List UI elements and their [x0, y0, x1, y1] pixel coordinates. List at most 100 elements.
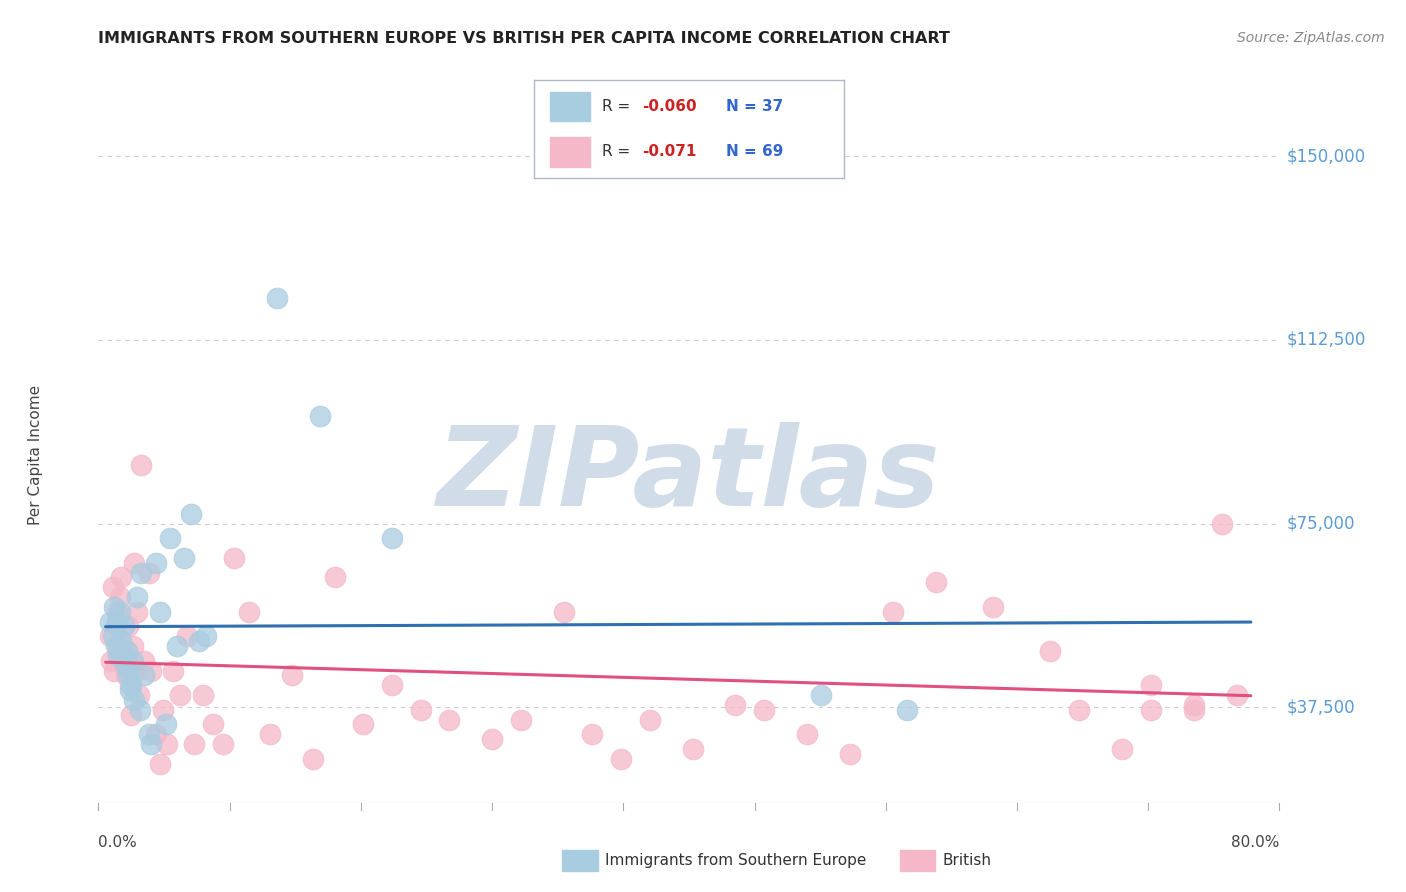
Point: [117, 619, 139, 633]
Point: [381, 531, 404, 545]
Point: [810, 688, 832, 702]
Point: [138, 727, 160, 741]
Point: [882, 605, 904, 619]
Text: 0.0%: 0.0%: [98, 836, 138, 850]
Point: [509, 713, 531, 727]
Point: [155, 717, 177, 731]
Text: $75,000: $75,000: [1286, 515, 1355, 533]
Point: [129, 703, 152, 717]
Point: [638, 713, 661, 727]
Point: [159, 531, 181, 545]
Point: [125, 605, 148, 619]
Point: [183, 737, 205, 751]
Point: [103, 599, 125, 614]
Point: [302, 752, 325, 766]
Point: [176, 629, 198, 643]
Point: [112, 619, 135, 633]
Point: [166, 639, 188, 653]
Point: [110, 570, 132, 584]
Point: [120, 678, 142, 692]
Text: Immigrants from Southern Europe: Immigrants from Southern Europe: [605, 854, 866, 868]
Point: [323, 570, 346, 584]
Point: [108, 590, 131, 604]
Text: R =: R =: [602, 99, 636, 114]
Point: [107, 648, 129, 663]
Point: [169, 688, 191, 702]
Text: $112,500: $112,500: [1286, 331, 1365, 349]
Point: [581, 727, 603, 741]
Point: [138, 566, 160, 580]
Point: [104, 639, 127, 653]
Point: [131, 458, 153, 472]
Point: [437, 713, 460, 727]
Point: [839, 747, 862, 761]
Point: [105, 615, 128, 629]
Point: [120, 707, 142, 722]
FancyBboxPatch shape: [550, 137, 591, 167]
Point: [98, 615, 121, 629]
Point: [796, 727, 818, 741]
Point: [280, 668, 302, 682]
Point: [124, 664, 146, 678]
Point: [224, 550, 246, 565]
Point: [1067, 703, 1090, 717]
Point: [194, 629, 217, 643]
Point: [111, 648, 134, 663]
Point: [115, 644, 138, 658]
Point: [682, 742, 704, 756]
Point: [259, 727, 281, 741]
Point: [117, 668, 139, 682]
Point: [145, 556, 167, 570]
Point: [1211, 516, 1233, 531]
Point: [201, 717, 224, 731]
Point: [121, 654, 143, 668]
Point: [1111, 742, 1133, 756]
Point: [121, 639, 143, 653]
Point: [481, 732, 503, 747]
Point: [118, 678, 141, 692]
Point: [1139, 678, 1161, 692]
Text: N = 37: N = 37: [725, 99, 783, 114]
Point: [156, 737, 179, 751]
Point: [114, 658, 136, 673]
Point: [1139, 703, 1161, 717]
Point: [162, 664, 184, 678]
Point: [187, 634, 209, 648]
Point: [191, 688, 214, 702]
Point: [110, 634, 132, 648]
Text: IMMIGRANTS FROM SOUTHERN EUROPE VS BRITISH PER CAPITA INCOME CORRELATION CHART: IMMIGRANTS FROM SOUTHERN EUROPE VS BRITI…: [98, 31, 950, 46]
Text: Source: ZipAtlas.com: Source: ZipAtlas.com: [1237, 31, 1385, 45]
Point: [115, 648, 138, 663]
Point: [149, 756, 172, 771]
Point: [112, 658, 135, 673]
Point: [180, 507, 202, 521]
Point: [173, 550, 195, 565]
Point: [212, 737, 235, 751]
Point: [238, 605, 260, 619]
Point: [149, 605, 172, 619]
Point: [118, 683, 141, 698]
Point: [145, 727, 167, 741]
Point: [610, 752, 633, 766]
Point: [1039, 644, 1062, 658]
Point: [724, 698, 747, 712]
Text: ZIPatlas: ZIPatlas: [437, 422, 941, 529]
Point: [114, 668, 136, 682]
Point: [1182, 703, 1205, 717]
Point: [309, 409, 332, 423]
Text: $150,000: $150,000: [1286, 147, 1365, 165]
Point: [104, 619, 127, 633]
Point: [1225, 688, 1247, 702]
Point: [409, 703, 432, 717]
Point: [122, 693, 145, 707]
Point: [100, 654, 122, 668]
Point: [896, 703, 918, 717]
Point: [101, 629, 124, 643]
Point: [925, 575, 948, 590]
Text: $37,500: $37,500: [1286, 698, 1355, 716]
Point: [125, 590, 148, 604]
Point: [141, 737, 163, 751]
Point: [141, 664, 163, 678]
Point: [105, 605, 128, 619]
Text: 80.0%: 80.0%: [1232, 836, 1279, 850]
